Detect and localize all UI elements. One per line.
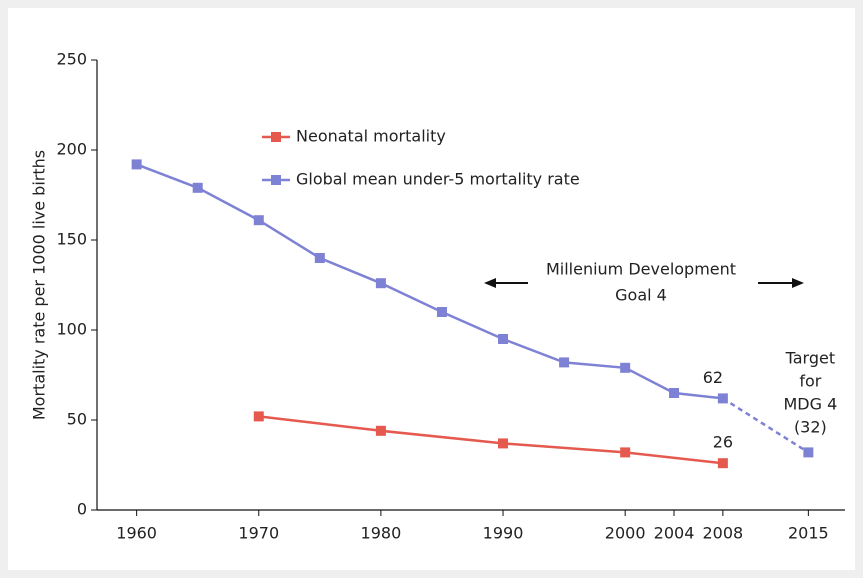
point: [375, 425, 386, 436]
point: [375, 278, 386, 289]
x-tick-label: 2008: [703, 524, 744, 543]
point: [559, 357, 570, 368]
point: [620, 362, 631, 373]
point: [498, 334, 509, 344]
x-tick-label: 1970: [238, 524, 279, 543]
legend-label: Neonatal mortality: [296, 127, 446, 146]
legend-marker: [271, 132, 281, 142]
chart-background: [8, 8, 855, 570]
target-label: for: [799, 372, 821, 391]
target-point: [803, 447, 814, 458]
point: [253, 411, 264, 422]
point: [620, 447, 631, 458]
target-label: MDG 4: [783, 395, 837, 414]
point: [192, 182, 203, 193]
annotation: Millenium Development: [546, 260, 736, 279]
y-tick-label: 200: [56, 140, 87, 159]
x-tick-label: 2015: [788, 524, 829, 543]
x-tick-label: 1990: [483, 524, 524, 543]
annotation: Goal 4: [615, 286, 667, 305]
target-label: Target: [785, 349, 836, 368]
point: [498, 438, 509, 449]
x-tick-label: 1960: [116, 524, 157, 543]
y-tick-label: 250: [56, 50, 87, 69]
y-tick-label: 100: [56, 320, 87, 339]
y-tick-label: 0: [77, 500, 87, 519]
y-axis-label: Mortality rate per 1000 live births: [30, 150, 49, 420]
target-label: (32): [794, 418, 827, 437]
y-tick-label: 150: [56, 230, 87, 249]
point: [436, 307, 447, 317]
point: [314, 253, 325, 263]
x-tick-label: 2004: [654, 524, 695, 543]
point: [131, 159, 142, 170]
target-projection: [722, 397, 810, 454]
arrow-right: [758, 278, 804, 288]
legend-marker: [271, 175, 281, 185]
x-tick-label: 2000: [605, 524, 646, 543]
legend-label: Global mean under-5 mortality rate: [296, 170, 580, 189]
point: [669, 388, 680, 398]
point: [717, 458, 728, 469]
data-label: 26: [713, 433, 733, 452]
y-tick-label: 50: [67, 410, 87, 429]
data-label: 62: [703, 368, 723, 387]
x-tick-label: 1980: [361, 524, 402, 543]
arrow-left: [484, 278, 528, 288]
point: [253, 215, 264, 226]
